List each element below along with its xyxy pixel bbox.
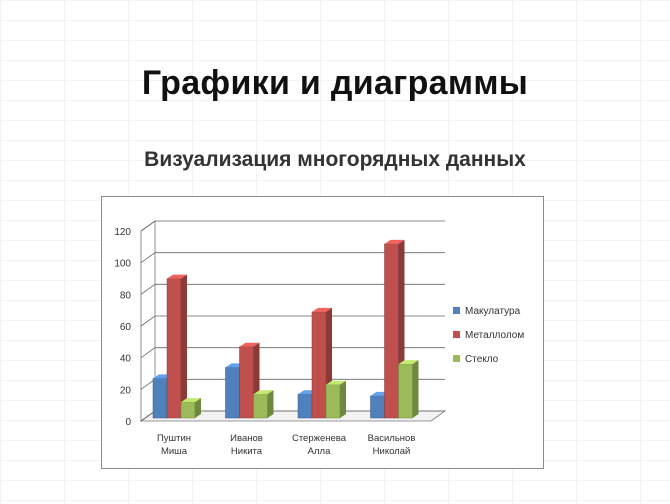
bar-front [166,278,182,419]
legend-label: Металлолом [465,330,524,341]
legend-label: Макулатура [465,306,521,317]
legend-swatch [453,307,460,314]
bar-side [340,380,346,418]
gridline [140,347,445,358]
bar-front [384,243,399,419]
bar-front [152,378,168,419]
bar-chart: 0 20 40 60 80 100 120 Пуштин Миша Иванов Никита Ст… [114,220,524,457]
y-tick-label: 0 [125,417,131,428]
bar-side [267,390,274,418]
bar-front [398,363,413,419]
bar-front [239,346,254,419]
y-tick-label: 120 [114,227,131,238]
bar [398,360,419,419]
bar-top [167,274,187,279]
bar-front [253,394,268,419]
bar [253,390,274,419]
gridline [140,315,445,327]
bar-front [311,311,327,419]
bar-top [312,307,332,312]
category-label: Пуштин Миша [157,433,191,457]
gridline [140,283,445,295]
bars [152,239,419,419]
bar-side [412,360,419,418]
gridlines [139,220,447,422]
page-title: Графики и диаграммы [141,64,529,102]
category-label: Иванов Никита [230,433,263,457]
gridline [140,220,445,232]
category-label: Стерженева Алла [292,433,347,457]
bar-front [370,395,385,419]
category-labels: Пуштин Миша Иванов Никита Стерженева Алла Васи… [157,433,415,457]
bar [166,274,187,419]
chart-title: Визуализация многорядных данных [144,148,526,171]
bar-side [181,274,187,418]
legend-swatch [453,331,460,338]
gridline [140,252,445,263]
category-label: Васильнов Николай [368,433,416,457]
bar-top [384,239,405,244]
legend-label: Стекло [465,354,499,365]
y-tick-label: 80 [120,290,132,301]
bar-front [180,401,196,419]
y-tick-label: 60 [120,322,132,333]
bar-side [195,398,201,418]
y-tick-label: 100 [114,259,131,270]
y-axis-ticks: 0 20 40 60 80 100 120 [114,227,131,428]
bar-front [325,384,341,419]
y-tick-label: 40 [120,354,132,365]
bar-front [297,394,313,419]
bar-top [253,390,274,395]
y-tick-label: 20 [120,385,132,396]
bar-top [398,360,419,365]
bar-top [326,380,346,385]
bar-top [239,342,260,347]
bar-front [225,367,240,419]
bar [180,398,201,419]
legend: Макулатура Металлолом Стекло [453,306,524,365]
bar-top [181,398,201,403]
legend-swatch [453,355,460,362]
bar [325,380,346,419]
